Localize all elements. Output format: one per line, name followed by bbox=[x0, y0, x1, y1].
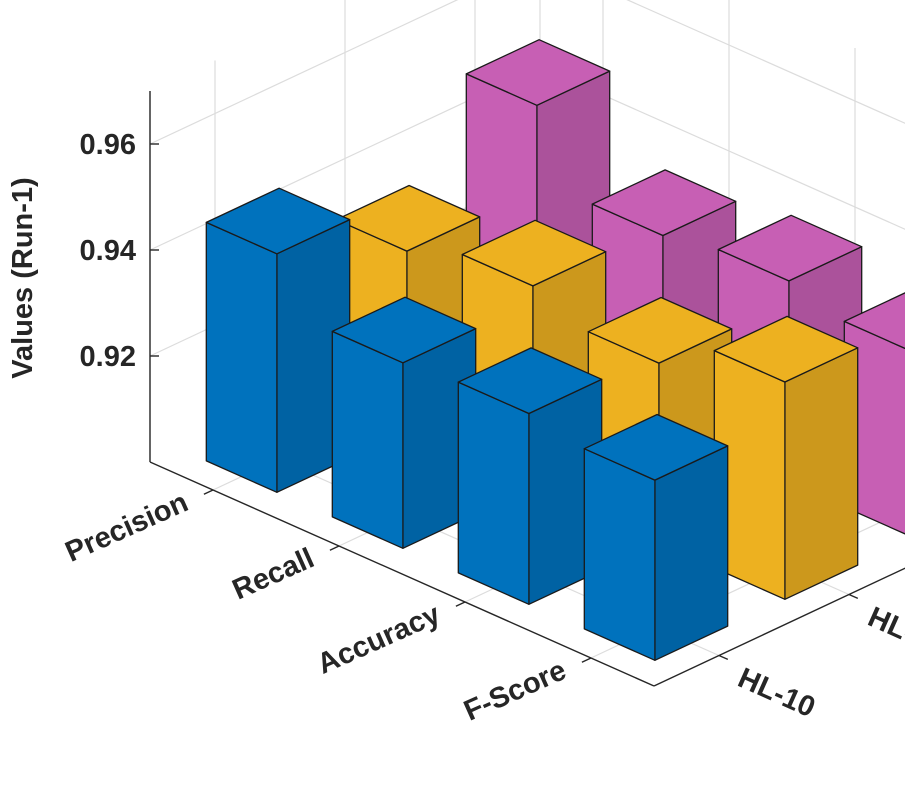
grid-line bbox=[539, 66, 905, 230]
bar-top-face bbox=[843, 292, 905, 350]
bar-front-face bbox=[784, 347, 859, 600]
series-label: HL-20 bbox=[863, 601, 905, 663]
x-axis-line bbox=[149, 461, 655, 687]
bar-HL-10-Accuracy bbox=[457, 347, 603, 605]
z-tick-label: 0.92 bbox=[80, 341, 136, 373]
category-label: F-Score bbox=[459, 654, 571, 727]
category-label: Accuracy bbox=[313, 598, 445, 680]
bars bbox=[205, 39, 905, 661]
bar-HL-10-Precision bbox=[205, 187, 351, 493]
y-tick bbox=[848, 593, 859, 600]
category-label: Precision bbox=[61, 486, 193, 568]
bar-top-face bbox=[331, 296, 477, 364]
y-tick bbox=[718, 654, 729, 661]
axes bbox=[149, 91, 905, 687]
bar-top-face bbox=[465, 39, 611, 106]
bar-HL-20-F-Score bbox=[713, 315, 859, 600]
bar-left-face bbox=[205, 221, 278, 493]
bar-top-face bbox=[457, 347, 603, 415]
bar-top-face bbox=[713, 315, 859, 383]
series-label: HL-10 bbox=[733, 662, 820, 724]
bar-HL-10-F-Score bbox=[583, 413, 729, 661]
grid-line bbox=[626, 0, 905, 124]
z-tick-label: 0.96 bbox=[80, 129, 136, 161]
category-label: Recall bbox=[228, 542, 319, 606]
bar-top-face bbox=[583, 413, 729, 481]
bar-top-face bbox=[335, 184, 481, 252]
bar-front-face bbox=[654, 445, 729, 661]
bar-top-face bbox=[717, 214, 863, 282]
z-axis-label: Values (Run-1) bbox=[7, 177, 39, 378]
bar-left-face bbox=[457, 381, 530, 605]
bar-HL-10-Recall bbox=[331, 296, 477, 549]
x-tick bbox=[581, 657, 592, 663]
z-tick-label: 0.94 bbox=[80, 235, 136, 267]
x-tick bbox=[203, 489, 214, 495]
bar-top-face bbox=[461, 219, 607, 287]
x-tick bbox=[455, 601, 466, 607]
x-tick bbox=[329, 545, 340, 551]
bar-left-face bbox=[583, 448, 656, 661]
bar-HL-30-F-Score bbox=[843, 292, 905, 535]
bar-left-face bbox=[331, 330, 404, 549]
bar-top-face bbox=[205, 187, 351, 255]
bar-top-face bbox=[591, 169, 737, 237]
grid-line bbox=[149, 0, 459, 145]
bar-top-face bbox=[587, 296, 733, 364]
